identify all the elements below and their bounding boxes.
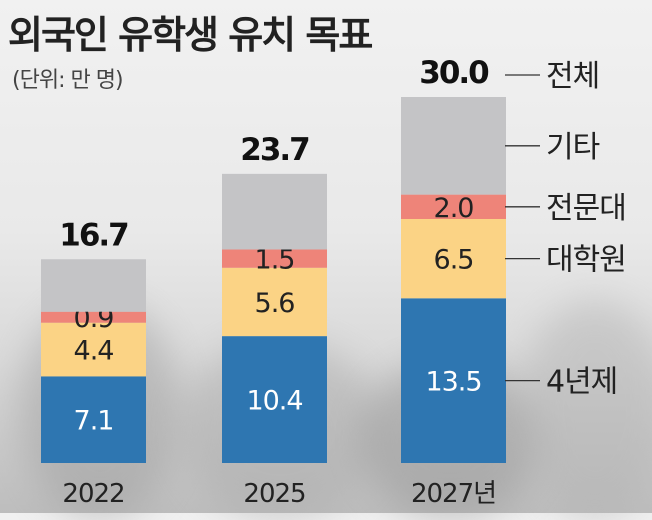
total-value-label: 23.7 — [240, 132, 309, 168]
x-tick-label: 2022 — [62, 479, 124, 509]
legend-item-대학원: 대학원 — [546, 243, 626, 278]
segment-value-label: 13.5 — [425, 367, 481, 398]
bar-segment-기타-2027년 — [401, 97, 506, 195]
legend-item-4년제: 4년제 — [546, 365, 617, 400]
bar-segment-전문대-2022 — [41, 311, 146, 323]
legend-total: 전체 — [546, 59, 599, 94]
total-value-label: 30.0 — [419, 55, 489, 91]
bar-segment-4년제-2027년 — [401, 298, 506, 463]
segment-value-label: 4.4 — [74, 336, 114, 367]
segment-value-label: 2.0 — [434, 193, 474, 224]
bar-segment-전문대-2027년 — [401, 194, 506, 219]
bar-segment-대학원-2027년 — [401, 219, 506, 299]
segment-value-label: 5.6 — [255, 288, 295, 319]
x-tick-label: 2025 — [243, 479, 305, 509]
segment-value-label: 1.5 — [255, 245, 295, 276]
bar-segment-기타-2022 — [41, 259, 146, 312]
segment-value-label: 6.5 — [434, 245, 474, 276]
bar-segment-대학원-2022 — [41, 322, 146, 377]
total-value-label: 16.7 — [59, 217, 128, 253]
segment-value-label: 10.4 — [246, 386, 302, 417]
legend-item-기타: 기타 — [546, 130, 600, 165]
bar-segment-4년제-2025 — [222, 336, 327, 463]
bar-segment-대학원-2025 — [222, 267, 327, 337]
unit-label: (단위: 만 명) — [12, 68, 124, 93]
bar-segment-4년제-2022 — [41, 376, 146, 463]
bar-segment-전문대-2025 — [222, 249, 327, 268]
chart-title: 외국인 유학생 유치 목표 — [8, 13, 373, 57]
legend-item-전문대: 전문대 — [546, 191, 626, 226]
bar-segment-기타-2025 — [222, 173, 327, 250]
x-tick-label: 2027년 — [411, 479, 496, 509]
segment-value-label: 7.1 — [74, 406, 114, 437]
